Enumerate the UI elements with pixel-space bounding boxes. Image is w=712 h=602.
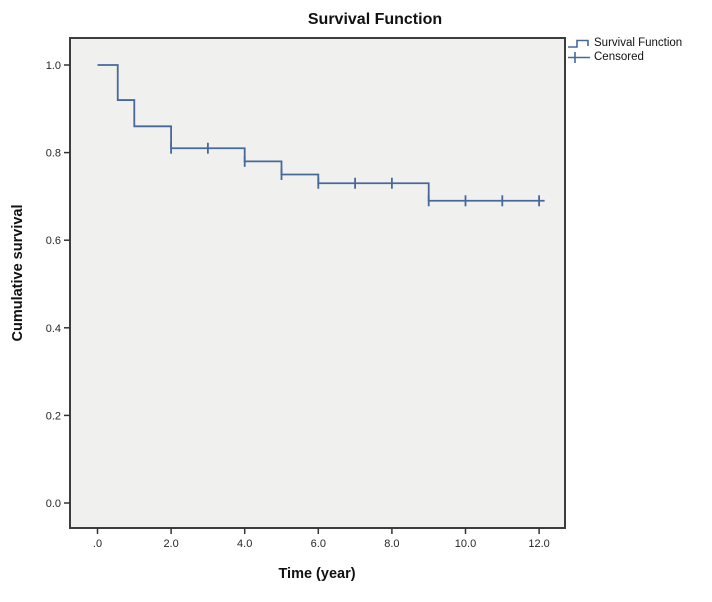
x-tick-label: 12.0 xyxy=(528,538,549,550)
legend: Survival Function Censored xyxy=(567,37,682,64)
y-tick-label: 0.4 xyxy=(46,323,61,335)
legend-label-survival-function: Survival Function xyxy=(594,37,683,49)
survival-curve xyxy=(97,64,545,202)
y-tick-label: 1.0 xyxy=(46,60,61,72)
x-tick-label: 2.0 xyxy=(163,538,178,550)
y-tick-label: 0.0 xyxy=(46,498,61,510)
y-tick-label: 0.2 xyxy=(46,410,61,422)
y-tick-label: 0.8 xyxy=(46,148,61,160)
x-tick-label: 10.0 xyxy=(455,538,476,550)
legend-item-censored: Censored xyxy=(567,51,682,64)
x-tick-label: 6.0 xyxy=(311,538,326,550)
x-axis-title: Time (year) xyxy=(278,566,356,582)
x-tick-label: 8.0 xyxy=(384,538,399,550)
x-tick-label: 4.0 xyxy=(237,538,252,550)
y-tick-label: 0.6 xyxy=(46,235,61,247)
step-line-icon xyxy=(568,39,589,48)
y-axis-title: Cumulative survival xyxy=(10,204,26,342)
censored-plus-icon xyxy=(568,52,590,63)
plot-frame xyxy=(69,37,566,529)
chart-title: Survival Function xyxy=(307,11,443,28)
x-tick-label: .0 xyxy=(93,538,102,550)
legend-item-survival-function: Survival Function xyxy=(567,37,682,50)
legend-label-censored: Censored xyxy=(594,51,644,63)
